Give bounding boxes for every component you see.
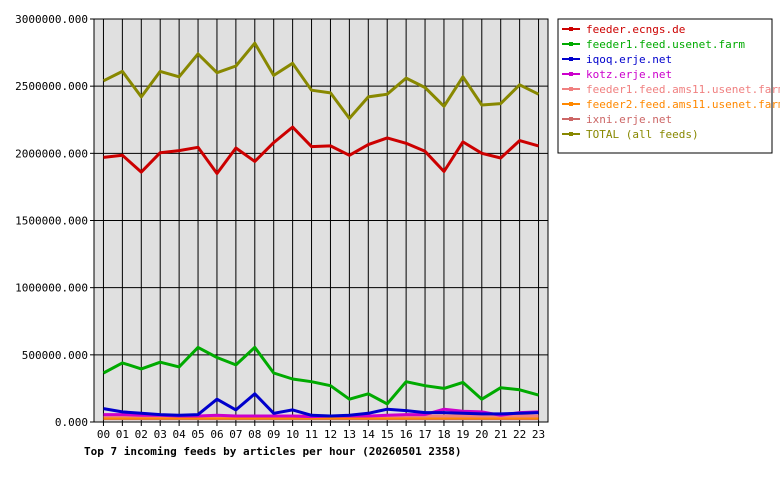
legend-marker: [569, 87, 573, 91]
x-tick-label: 16: [400, 428, 413, 441]
y-tick-label: 2500000.000: [15, 80, 88, 93]
grid-lines: [90, 18, 548, 426]
x-tick-label: 12: [324, 428, 337, 441]
x-tick-label: 10: [286, 428, 299, 441]
x-tick-label: 15: [381, 428, 394, 441]
legend-marker: [569, 117, 573, 121]
y-tick-label: 500000.000: [22, 349, 88, 362]
y-tick-label: 2000000.000: [15, 147, 88, 160]
series-line-2: [103, 392, 539, 418]
legend-label: TOTAL (all feeds): [586, 128, 699, 141]
x-tick-label: 21: [494, 428, 507, 441]
x-tick-label: 23: [532, 428, 545, 441]
series-line-1: [102, 345, 539, 406]
x-tick-label: 22: [513, 428, 526, 441]
x-tick-label: 09: [267, 428, 280, 441]
legend-label: feeder1.feed.usenet.farm: [586, 38, 745, 51]
x-tick-label: 07: [229, 428, 242, 441]
legend: feeder.ecngs.de feeder1.feed.usenet.farm i…: [562, 23, 780, 141]
x-tick-label: 19: [456, 428, 469, 441]
x-tick-label: 03: [154, 428, 167, 441]
y-tick-label: 3000000.000: [15, 13, 88, 26]
legend-label: feeder.ecngs.de: [586, 23, 685, 36]
y-tick-label: 0.000: [55, 416, 88, 429]
x-tick-label: 13: [343, 428, 356, 441]
x-tick-label: 20: [475, 428, 488, 441]
legend-marker: [569, 57, 573, 61]
x-tick-label: 17: [418, 428, 431, 441]
legend-label: iqoq.erje.net: [586, 53, 672, 66]
legend-label: ixni.erje.net: [586, 113, 672, 126]
series-line-7: [102, 41, 540, 120]
x-tick-label: 04: [173, 428, 187, 441]
legend-label: feeder1.feed.ams11.usenet.farm: [586, 83, 780, 96]
series-line-0: [103, 125, 539, 175]
x-tick-label: 05: [191, 428, 204, 441]
x-tick-label: 06: [210, 428, 223, 441]
y-tick-label: 1000000.000: [15, 282, 88, 295]
x-tick-label: 11: [305, 428, 318, 441]
y-tick-label: 1500000.000: [15, 215, 88, 228]
legend-marker: [569, 102, 573, 106]
x-tick-label: 18: [437, 428, 450, 441]
axis-labels: 00 01 02 03 04 05 06 07 08 09 10 11 12 13 14 15 16 17 18 19…: [15, 13, 545, 441]
x-tick-label: 02: [135, 428, 148, 441]
legend-label: feeder2.feed.ams11.usenet.farm: [586, 98, 780, 111]
x-tick-label: 14: [362, 428, 376, 441]
legend-marker: [569, 132, 573, 136]
legend-marker: [569, 27, 573, 31]
x-tick-label: 08: [248, 428, 261, 441]
x-tick-label: 01: [116, 428, 129, 441]
legend-label: kotz.erje.net: [586, 68, 672, 81]
series-lines: [102, 41, 540, 421]
legend-marker: [569, 72, 573, 76]
x-tick-label: 00: [97, 428, 110, 441]
chart-title: Top 7 incoming feeds by articles per hou…: [84, 445, 462, 458]
legend-box: [557, 18, 773, 154]
legend-marker: [569, 42, 573, 46]
